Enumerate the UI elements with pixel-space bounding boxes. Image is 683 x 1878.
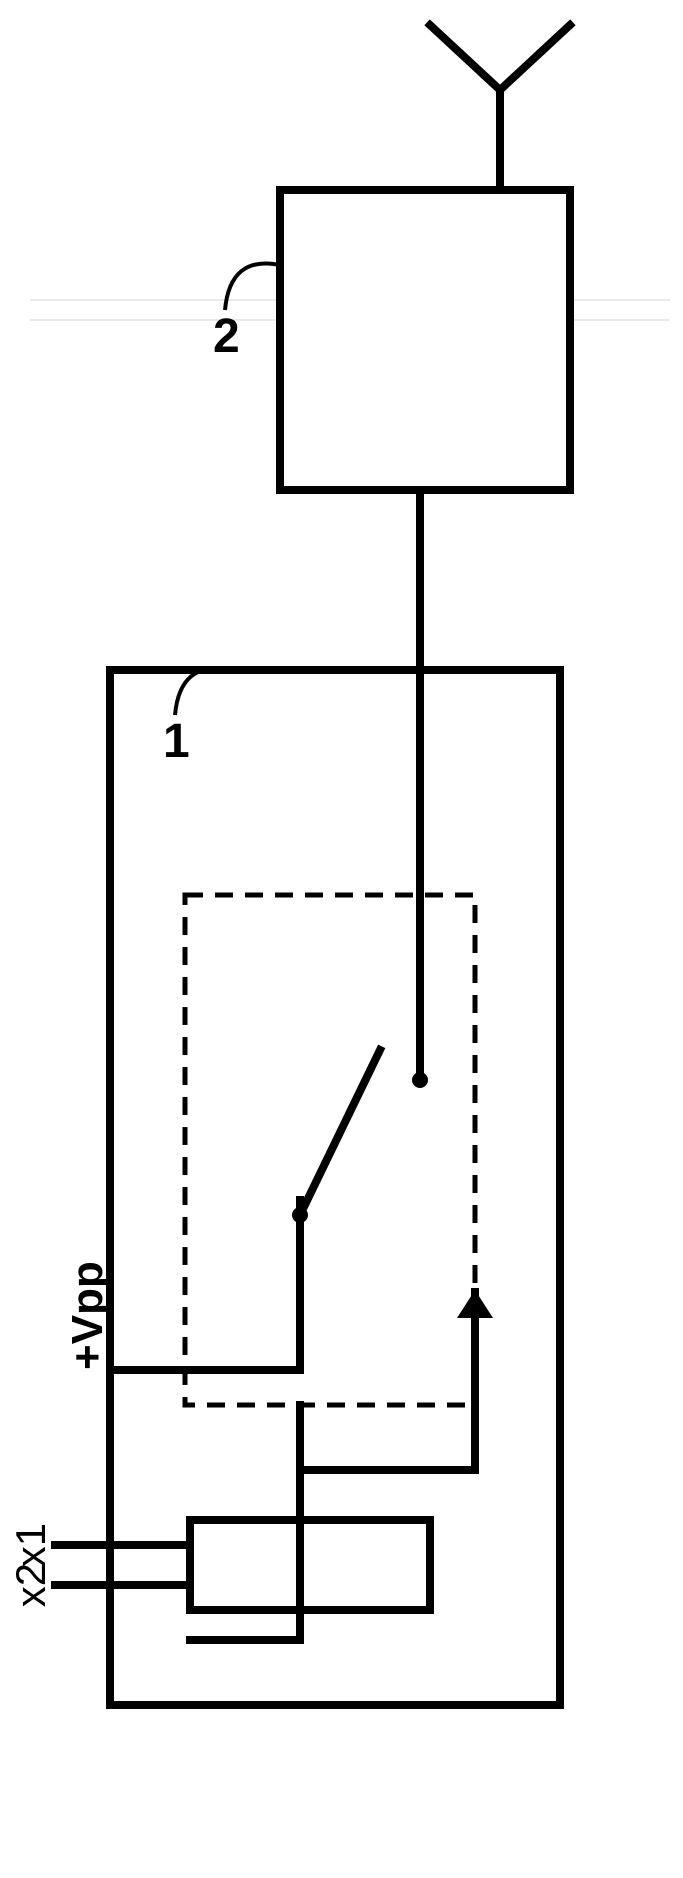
leader-line-block1 (175, 668, 230, 715)
label-x2: x2 (7, 1563, 54, 1607)
block-1 (110, 670, 560, 1705)
switch-node-common (412, 1072, 428, 1088)
switch-arm (300, 1050, 380, 1215)
control-arrowhead (457, 1290, 493, 1318)
antenna-arm-right (500, 25, 570, 90)
antenna-arm-left (430, 25, 500, 90)
label-block2-ref: 2 (213, 310, 240, 363)
control-block (190, 1520, 430, 1610)
label-vpp: +Vpp (63, 1261, 112, 1370)
label-block1-ref: 1 (163, 715, 190, 768)
block-2 (280, 190, 570, 490)
leader-line-block2 (225, 263, 280, 310)
label-x1: x1 (7, 1523, 54, 1567)
